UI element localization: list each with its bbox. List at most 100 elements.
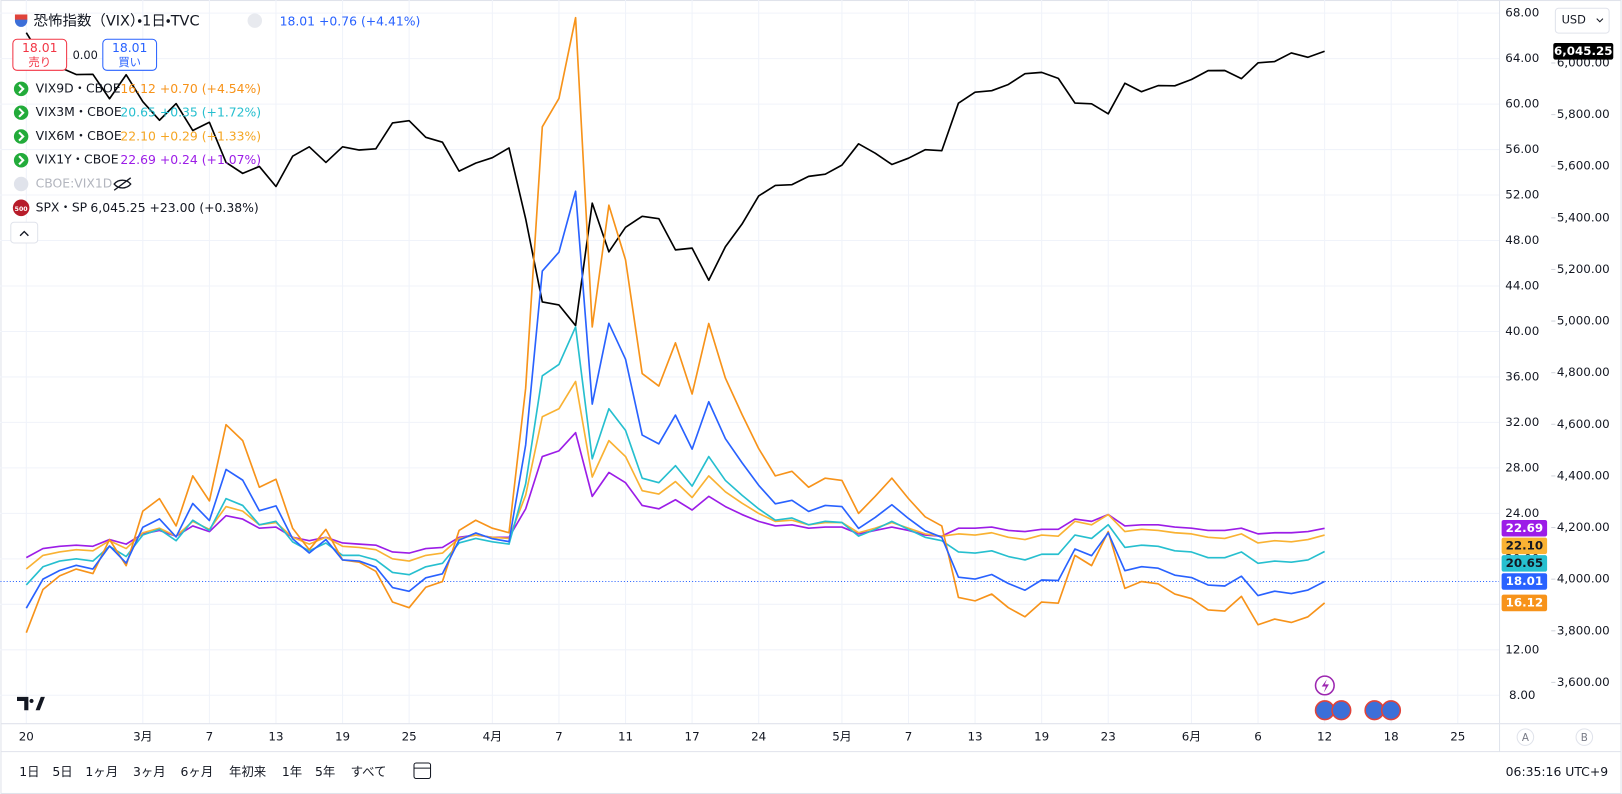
last-price-label: 22.10 xyxy=(1506,538,1544,552)
y2-tick-label: 4,000.00 xyxy=(1557,572,1610,586)
x-tick-label: 25 xyxy=(1450,730,1465,744)
logo[interactable] xyxy=(17,696,45,711)
series-line xyxy=(25,190,1325,609)
symbol-icon xyxy=(18,107,25,118)
y-tick-label: 64.00 xyxy=(1505,51,1539,65)
legend-row[interactable]: 500 SPX・SP 6,045.25 +23.00 (+0.38%) xyxy=(12,199,259,217)
legend-name: SPX・SP xyxy=(36,199,88,214)
last-price-label: 18.01 xyxy=(1506,574,1544,588)
legend-row[interactable]: CBOE:VIX1D xyxy=(13,176,132,192)
scale-button[interactable] xyxy=(1575,728,1594,746)
x-tick-label: 7 xyxy=(206,730,214,744)
last-price-badge xyxy=(1501,555,1548,572)
last-price-label: 16.12 xyxy=(1506,595,1544,609)
symbol-icon xyxy=(13,153,29,168)
scale-button-label: A xyxy=(1522,732,1529,744)
x-tick-label: 17 xyxy=(685,730,700,744)
range-button[interactable]: 1年 xyxy=(282,764,302,779)
x-tick-label: 11 xyxy=(618,730,633,744)
y-tick-label: 28.00 xyxy=(1505,460,1539,474)
sell-label: 売り xyxy=(28,55,51,69)
y-tick-label: 48.00 xyxy=(1505,233,1539,247)
x-tick-label: 24 xyxy=(751,730,766,744)
legend-change: +0.24 (+1.07%) xyxy=(160,152,261,167)
legend-last: 16.12 xyxy=(120,80,155,95)
legend-name: VIX1Y・CBOE xyxy=(36,152,119,167)
x-tick-label: 7 xyxy=(905,730,913,744)
buy-price: 18.01 xyxy=(112,40,147,55)
range-toolbar: 1日 5日 1ヶ月 3ヶ月 6ヶ月 年初来 1年 5年 すべて xyxy=(19,764,386,779)
collapse-button[interactable] xyxy=(10,221,39,244)
legend-last: 20.65 xyxy=(120,104,155,119)
symbol-icon xyxy=(13,176,29,192)
y2-tick-label: 3,800.00 xyxy=(1557,623,1610,637)
legend: 恐怖指数（VIX）・1日・TVC 18.01 +0.76 (+4.41%) 18… xyxy=(10,13,420,244)
events xyxy=(1314,675,1402,721)
last-price-label: 6,045.25 xyxy=(1554,44,1613,58)
y2-tick-label: 5,000.00 xyxy=(1557,314,1610,328)
symbol-icon xyxy=(13,105,29,120)
y2-tick-label: 5,400.00 xyxy=(1557,210,1610,224)
y2-tick-label: 4,800.00 xyxy=(1557,365,1610,379)
symbol-icon xyxy=(18,131,25,142)
legend-row[interactable]: VIX9D・CBOE 16.12 +0.70 (+4.54%) xyxy=(13,80,261,97)
legend-name: VIX6M・CBOE xyxy=(36,128,122,143)
sell-button[interactable] xyxy=(12,38,68,71)
range-button[interactable]: 6ヶ月 xyxy=(181,764,214,779)
y2-tick-label: 4,600.00 xyxy=(1557,417,1610,431)
hidden-eye-icon[interactable] xyxy=(113,177,132,191)
x-tick-label: 19 xyxy=(335,730,350,744)
range-button[interactable]: 3ヶ月 xyxy=(133,764,166,779)
buy-button[interactable] xyxy=(102,38,158,71)
legend-values: 20.65 +0.35 (+1.72%) xyxy=(120,104,261,119)
range-button[interactable]: 5年 xyxy=(315,764,335,779)
status-dot xyxy=(247,13,263,28)
main-change: +0.76 (+4.41%) xyxy=(319,13,420,28)
scale-button[interactable] xyxy=(1516,728,1535,746)
legend-values: 22.10 +0.29 (+1.33%) xyxy=(120,128,261,143)
legend-row[interactable]: VIX1Y・CBOE 22.69 +0.24 (+1.07%) xyxy=(13,152,261,168)
dropdown-arrow xyxy=(1596,18,1604,23)
y2-tick-label: 5,600.00 xyxy=(1557,159,1610,173)
range-button[interactable]: 1日 xyxy=(19,764,39,779)
event-icon[interactable] xyxy=(1380,700,1402,721)
main-last: 18.01 xyxy=(280,13,315,28)
y-tick-label: 60.00 xyxy=(1505,97,1539,111)
y2-tick-label: 3,600.00 xyxy=(1557,675,1610,689)
series-line xyxy=(25,326,1325,586)
last-price-badge xyxy=(1553,43,1614,60)
buy-label: 買い xyxy=(118,55,141,69)
last-price-badge xyxy=(1501,519,1548,537)
last-price-badge xyxy=(1501,594,1548,612)
symbol-icon xyxy=(12,199,30,217)
series-line xyxy=(25,32,1325,327)
x-tick-label: 19 xyxy=(1034,730,1049,744)
x-tick-label: 13 xyxy=(268,730,283,744)
legend-name: VIX9D・CBOE xyxy=(36,80,121,95)
x-tick-label: 6 xyxy=(1254,730,1262,744)
range-button[interactable]: 5日 xyxy=(52,764,72,779)
range-button[interactable]: 年初来 xyxy=(229,764,266,779)
currency-dropdown[interactable] xyxy=(1554,7,1610,34)
spread: 0.00 xyxy=(73,48,98,62)
y-tick-label: 56.00 xyxy=(1505,142,1539,156)
clock: 06:35:16 UTC+9 xyxy=(1506,764,1609,779)
legend-row[interactable]: VIX3M・CBOE 20.65 +0.35 (+1.72%) xyxy=(13,104,261,120)
range-button[interactable]: すべて xyxy=(351,764,387,779)
main-title[interactable]: 恐怖指数（VIX）・1日・TVC xyxy=(34,13,200,30)
legend-name-hidden: CBOE:VIX1D xyxy=(36,176,113,191)
y-tick-label: 12.00 xyxy=(1505,642,1539,656)
event-icon[interactable] xyxy=(1331,700,1352,721)
range-button[interactable]: 1ヶ月 xyxy=(85,764,118,779)
calendar-icon[interactable] xyxy=(413,762,432,780)
legend-name: VIX3M・CBOE xyxy=(36,104,122,119)
symbol-icon xyxy=(13,129,29,144)
x-tick-label: 6月 xyxy=(1182,730,1201,744)
legend-row[interactable]: VIX6M・CBOE 22.10 +0.29 (+1.33%) xyxy=(13,128,261,144)
x-tick-label: 4月 xyxy=(483,730,502,744)
y-tick-label: 44.00 xyxy=(1505,278,1539,292)
x-tick-label: 5月 xyxy=(832,730,851,744)
y-tick-label: 40.00 xyxy=(1505,324,1539,338)
y2-tick-label: 4,200.00 xyxy=(1557,520,1610,534)
